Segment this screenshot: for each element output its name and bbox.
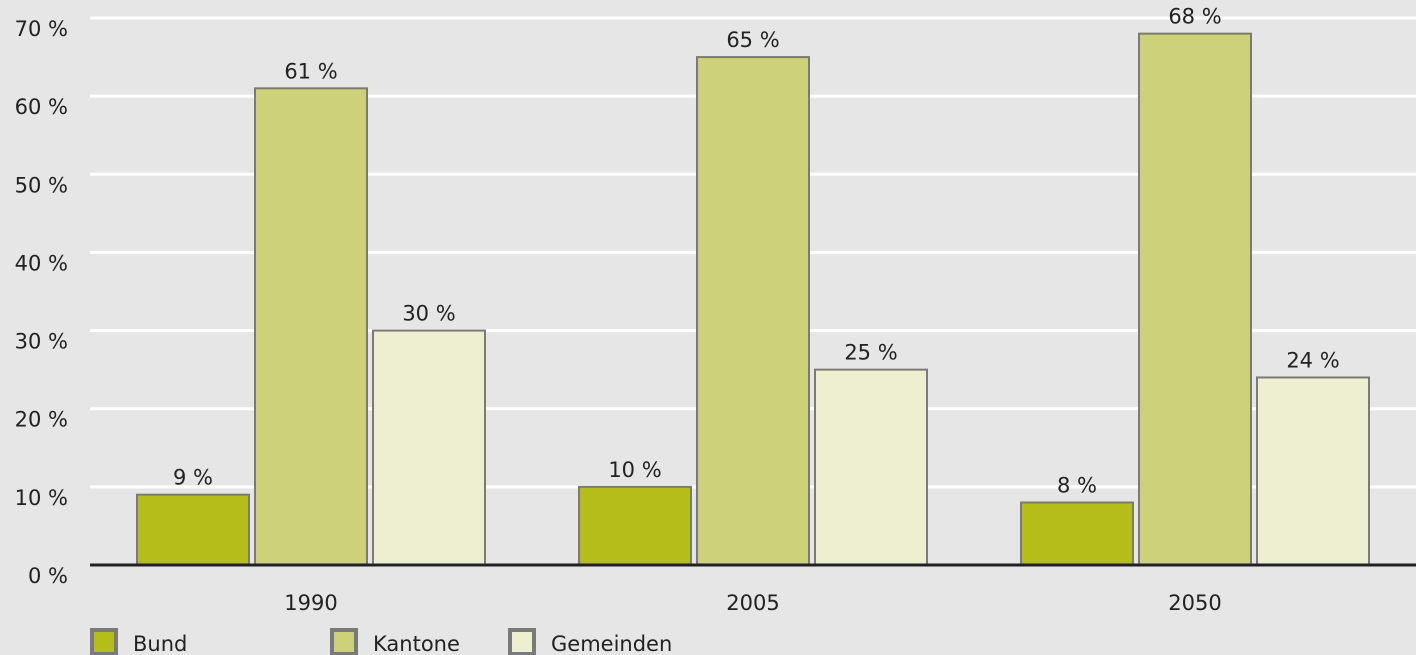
- x-tick-label: 1990: [284, 591, 337, 615]
- y-tick-label: 50 %: [15, 173, 68, 197]
- bar: [254, 87, 368, 566]
- value-label: 30 %: [402, 302, 455, 326]
- value-label: 10 %: [608, 458, 661, 482]
- legend-label: Gemeinden: [551, 632, 672, 655]
- value-label: 68 %: [1168, 5, 1221, 29]
- bar: [578, 485, 692, 567]
- legend-swatch: [90, 628, 118, 655]
- legend-swatch: [330, 628, 358, 655]
- value-label: 65 %: [726, 28, 779, 52]
- value-label: 61 %: [284, 59, 337, 83]
- bar: [1138, 32, 1252, 566]
- bar: [372, 329, 486, 567]
- y-tick-label: 30 %: [15, 330, 68, 354]
- y-tick-label: 10 %: [15, 486, 68, 510]
- x-tick-label: 2005: [726, 591, 779, 615]
- bar: [696, 56, 810, 566]
- y-tick-label: 60 %: [15, 95, 68, 119]
- legend-swatch: [508, 628, 536, 655]
- bar: [814, 368, 928, 566]
- legend-label: Kantone: [373, 632, 460, 655]
- value-label: 24 %: [1286, 348, 1339, 372]
- y-tick-label: 40 %: [15, 251, 68, 275]
- legend-label: Bund: [133, 632, 187, 655]
- y-tick-label: 0 %: [28, 564, 68, 588]
- value-label: 9 %: [173, 466, 213, 490]
- value-label: 25 %: [844, 341, 897, 365]
- bar: [136, 493, 250, 566]
- value-label: 8 %: [1057, 473, 1097, 497]
- y-tick-label: 70 %: [15, 17, 68, 41]
- y-tick-label: 20 %: [15, 408, 68, 432]
- bar: [1256, 376, 1370, 567]
- x-tick-label: 2050: [1168, 591, 1221, 615]
- bar: [1020, 501, 1134, 567]
